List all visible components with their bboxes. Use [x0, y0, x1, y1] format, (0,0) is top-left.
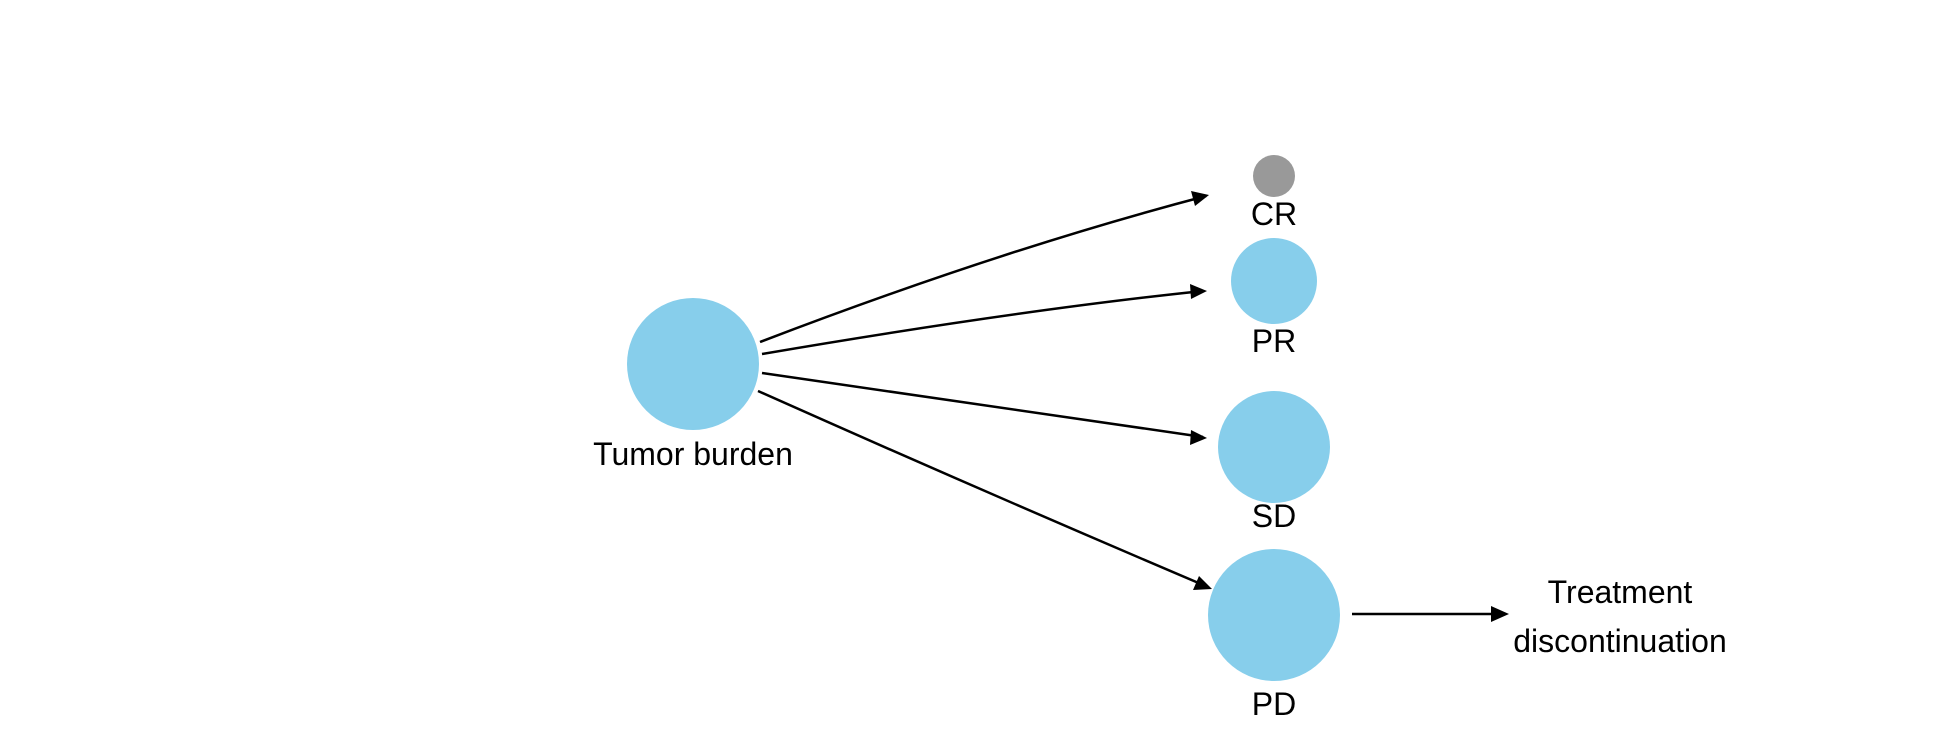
label-treatment: Treatment [1548, 574, 1693, 610]
label-tumor-burden: Tumor burden [593, 436, 793, 472]
label-sd: SD [1252, 498, 1296, 534]
edge-tumor-to-pr [761, 289, 1204, 356]
edges [757, 194, 1503, 616]
edge-tumor-to-sd [761, 371, 1204, 439]
arrowhead-pd [1193, 576, 1212, 590]
node-cr [1253, 155, 1295, 197]
node-tumor-burden [627, 298, 759, 430]
node-pr [1231, 238, 1317, 324]
arrowheads [1190, 191, 1509, 622]
label-pr: PR [1252, 323, 1296, 359]
node-sd [1218, 391, 1330, 503]
edge-tumor-to-cr [759, 194, 1207, 344]
arrowhead-cr [1191, 191, 1209, 206]
label-cr: CR [1251, 196, 1297, 232]
arrowhead-pr [1190, 284, 1207, 299]
nodes [627, 155, 1340, 681]
arrowhead-sd [1190, 430, 1207, 445]
node-pd [1208, 549, 1340, 681]
arrowhead-discontinuation [1491, 606, 1509, 622]
labels: Tumor burden CR PR SD PD Treatment disco… [593, 196, 1727, 722]
label-pd: PD [1252, 686, 1296, 722]
label-discontinuation: discontinuation [1513, 623, 1726, 659]
edge-tumor-to-pd [757, 389, 1209, 589]
